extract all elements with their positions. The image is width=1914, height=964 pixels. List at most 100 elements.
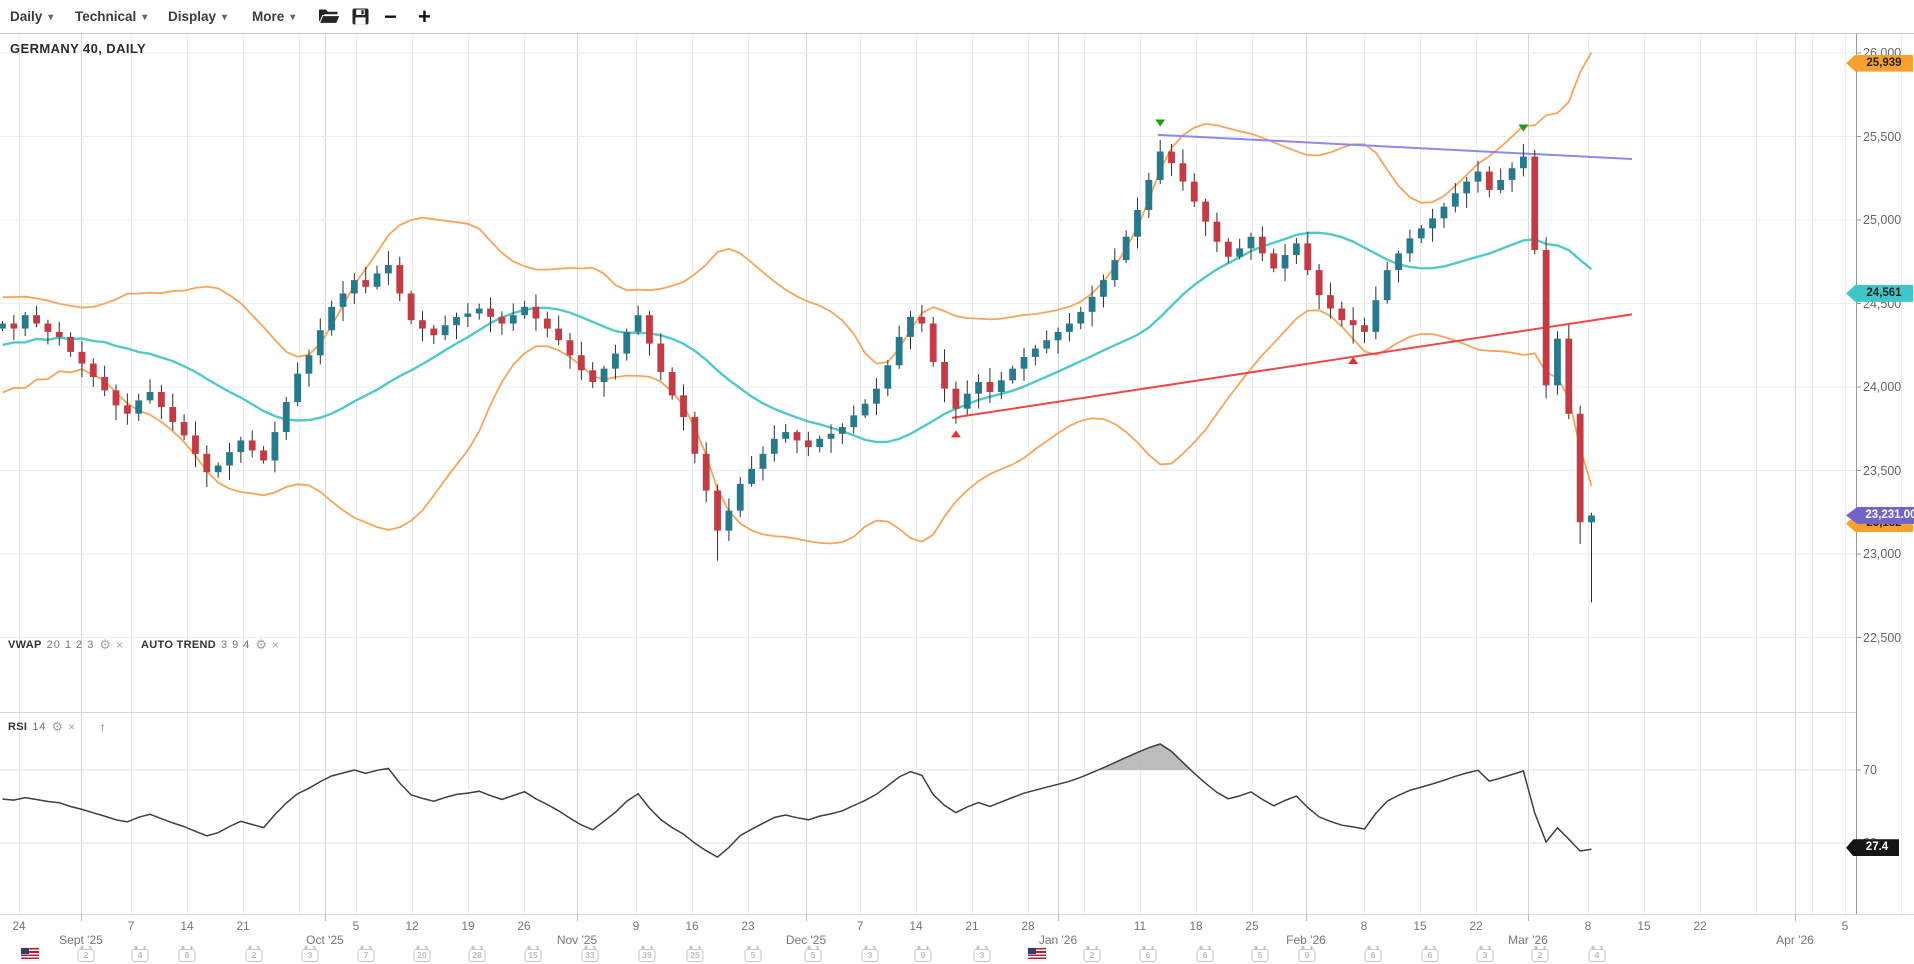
event-calendar-icon[interactable]: 3 xyxy=(1476,946,1494,962)
event-calendar-icon[interactable]: 2 xyxy=(1083,946,1101,962)
date-tick-label: 12 xyxy=(405,919,419,933)
month-label: Dec '25 xyxy=(785,933,827,947)
event-calendar-icon[interactable]: 3 xyxy=(301,946,319,962)
event-calendar-icon[interactable]: 2 xyxy=(77,946,95,962)
event-calendar-icon[interactable]: 8 xyxy=(178,946,196,962)
axis-badge-teal: 24,561 xyxy=(1846,284,1913,302)
date-tick-label: 8 xyxy=(1584,919,1592,933)
date-tick-label: 14 xyxy=(909,919,923,933)
event-calendar-icon[interactable]: 4 xyxy=(1588,946,1606,962)
trend-markers xyxy=(950,119,1529,438)
date-tick-label: 21 xyxy=(965,919,979,933)
rsi-label: RSI xyxy=(8,721,28,733)
autotrend-label: AUTO TREND xyxy=(141,639,216,651)
open-chart-button[interactable] xyxy=(318,0,341,33)
chevron-down-icon: ▾ xyxy=(142,12,148,23)
toolbar: Daily ▾ Technical ▾ Display ▾ More ▾ xyxy=(0,0,1914,34)
axis-badge-black: 27.4 xyxy=(1846,839,1899,857)
menu-technical-label: Technical xyxy=(75,9,137,24)
event-calendar-icon[interactable]: 25 xyxy=(686,946,704,962)
event-calendar-icon[interactable]: 6 xyxy=(1364,946,1382,962)
vwap-label: VWAP xyxy=(8,639,42,651)
vwap-settings-icon[interactable]: ⚙ xyxy=(99,637,112,652)
date-tick-label: 7 xyxy=(127,919,135,933)
month-label: Feb '26 xyxy=(1286,933,1326,947)
event-calendar-icon[interactable]: 3 xyxy=(861,946,879,962)
rsi-remove-icon[interactable]: × xyxy=(68,720,76,734)
date-tick-label: 22 xyxy=(1693,919,1707,933)
month-label: Oct '25 xyxy=(306,933,344,947)
price-axis-label: 23,000 xyxy=(1863,547,1902,561)
save-chart-button[interactable] xyxy=(352,0,369,33)
date-tick-label: 28 xyxy=(1021,919,1035,933)
event-calendar-icon[interactable]: 6 xyxy=(1139,946,1157,962)
vwap-line xyxy=(2,231,1593,444)
event-calendar-icon[interactable]: 28 xyxy=(468,946,486,962)
gridlines xyxy=(0,33,1914,921)
date-tick-label: 15 xyxy=(1637,919,1651,933)
event-calendar-icon[interactable]: 7 xyxy=(357,946,375,962)
plus-icon: + xyxy=(418,4,431,29)
zoom-in-button[interactable]: + xyxy=(418,0,431,33)
event-flag-us-icon[interactable] xyxy=(1028,948,1046,960)
autotrend-remove-icon[interactable]: × xyxy=(272,638,280,652)
event-calendar-icon[interactable]: 6 xyxy=(1421,946,1439,962)
vwap-indicator-row: VWAP 20 1 2 3 ⚙ × AUTO TREND 3 9 4 ⚙ × xyxy=(8,638,279,652)
date-tick-label: 24 xyxy=(12,919,26,933)
date-tick-label: 7 xyxy=(856,919,864,933)
vwap-remove-icon[interactable]: × xyxy=(116,638,124,652)
event-calendar-icon[interactable]: 2 xyxy=(245,946,263,962)
rsi-overbought-fill xyxy=(2,744,1592,770)
event-calendar-icon[interactable]: 15 xyxy=(524,946,542,962)
date-tick-label: 11 xyxy=(1133,919,1147,933)
autotrend-settings-icon[interactable]: ⚙ xyxy=(255,637,268,652)
event-calendar-icon[interactable]: 33 xyxy=(581,946,599,962)
event-calendar-icon[interactable]: 2 xyxy=(1531,946,1549,962)
event-calendar-icon[interactable]: 9 xyxy=(914,946,932,962)
month-label: Nov '25 xyxy=(556,933,598,947)
rsi-params: 14 xyxy=(32,721,47,733)
event-calendar-icon[interactable]: 39 xyxy=(638,946,656,962)
trendline-resistance xyxy=(1157,133,1633,161)
event-calendar-icon[interactable]: 4 xyxy=(131,946,149,962)
price-axis-label: 22,500 xyxy=(1863,630,1902,645)
sell-signal-icon xyxy=(1518,124,1529,132)
event-calendar-icon[interactable]: 3 xyxy=(973,946,991,962)
event-calendar-icon[interactable]: 5 xyxy=(1251,946,1269,962)
event-flag-us-icon[interactable] xyxy=(21,948,39,960)
date-tick-label: 23 xyxy=(741,919,755,933)
move-pane-up-icon[interactable]: ↑ xyxy=(99,719,107,735)
chevron-down-icon: ▾ xyxy=(48,12,54,23)
menu-more-label: More xyxy=(252,9,285,24)
event-calendar-icon[interactable]: 5 xyxy=(804,946,822,962)
event-calendar-icon[interactable]: 9 xyxy=(1298,946,1316,962)
zoom-out-button[interactable]: − xyxy=(384,0,397,33)
menu-technical[interactable]: Technical ▾ xyxy=(75,0,147,33)
menu-timeframe[interactable]: Daily ▾ xyxy=(10,0,53,33)
event-calendar-icon[interactable]: 5 xyxy=(744,946,762,962)
sell-signal-icon xyxy=(1155,119,1166,127)
month-label: Sept '25 xyxy=(59,933,103,947)
date-tick-label: 25 xyxy=(1245,919,1259,933)
minus-icon: − xyxy=(384,4,397,29)
date-tick-label: 22 xyxy=(1469,919,1483,933)
date-tick-label: 21 xyxy=(236,919,250,933)
menu-timeframe-label: Daily xyxy=(10,9,43,24)
date-tick-label: 26 xyxy=(517,919,531,933)
bollinger-bands xyxy=(2,52,1593,545)
axis-badge-purple: 23,231.00 xyxy=(1846,506,1914,524)
vwap-params: 20 1 2 3 xyxy=(46,639,95,651)
menu-display[interactable]: Display ▾ xyxy=(168,0,227,33)
price-axis-label: 23,500 xyxy=(1863,463,1902,478)
rsi-settings-icon[interactable]: ⚙ xyxy=(51,719,64,734)
menu-more[interactable]: More ▾ xyxy=(252,0,295,33)
month-label: Mar '26 xyxy=(1508,933,1548,947)
price-axis-label: 24,000 xyxy=(1863,380,1902,394)
buy-signal-icon xyxy=(1348,356,1359,364)
event-calendar-icon[interactable]: 6 xyxy=(1196,946,1214,962)
date-tick-label: 8 xyxy=(1360,919,1368,933)
event-calendar-icon[interactable]: 20 xyxy=(413,946,431,962)
